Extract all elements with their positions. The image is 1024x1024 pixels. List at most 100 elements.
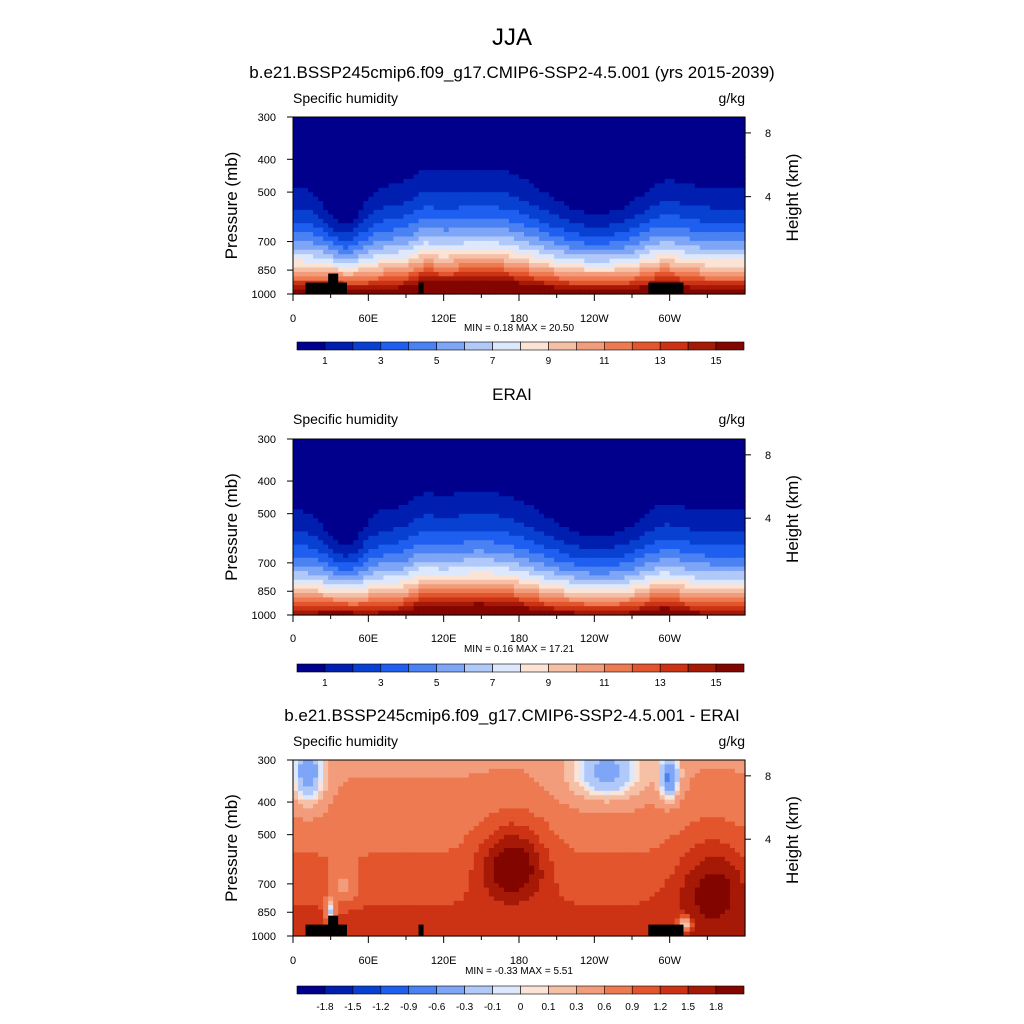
field-cell — [508, 192, 515, 198]
field-cell — [689, 192, 696, 198]
field-cell — [544, 258, 550, 264]
field-cell — [709, 240, 716, 246]
field-cell — [438, 209, 445, 215]
field-cell — [303, 249, 309, 255]
field-cell — [383, 205, 390, 211]
field-cell — [308, 249, 314, 255]
field-cell — [488, 121, 495, 127]
field-cell — [478, 174, 485, 180]
field-cell — [498, 156, 505, 162]
field-cell — [458, 223, 465, 229]
field-cell — [488, 280, 495, 286]
field-cell — [473, 245, 480, 251]
field-cell — [378, 522, 384, 528]
field-cell — [649, 267, 656, 273]
field-cell — [739, 280, 746, 286]
field-cell — [438, 276, 445, 282]
field-cell — [448, 205, 455, 211]
field-cell — [383, 196, 390, 202]
field-cell — [338, 174, 344, 180]
field-cell — [298, 285, 304, 291]
field-cell — [639, 183, 646, 189]
field-cell — [403, 147, 410, 153]
field-cell — [684, 280, 691, 286]
field-cell — [363, 232, 369, 238]
field-cell — [498, 117, 505, 123]
field-cell — [368, 588, 374, 594]
field-cell — [388, 249, 395, 255]
field-cell — [498, 174, 505, 180]
field-cell — [393, 165, 400, 171]
field-cell — [498, 289, 505, 295]
field-cell — [714, 232, 721, 238]
field-cell — [624, 240, 631, 246]
field-cell — [549, 271, 555, 277]
field-cell — [634, 130, 641, 136]
field-cell — [423, 461, 430, 466]
field-cell — [308, 443, 314, 449]
field-cell — [493, 143, 500, 149]
field-cell — [564, 125, 570, 131]
field-cell — [358, 258, 364, 264]
field-cell — [428, 584, 435, 590]
field-cell — [468, 192, 475, 198]
field-cell — [729, 280, 736, 286]
field-cell — [328, 483, 334, 488]
field-cell — [579, 263, 585, 269]
field-cell — [629, 245, 636, 251]
field-cell — [313, 178, 319, 184]
field-cell — [684, 147, 691, 153]
field-cell — [298, 522, 304, 528]
field-cell — [529, 139, 535, 145]
field-cell — [689, 147, 696, 153]
field-cell — [353, 143, 359, 149]
field-cell — [654, 267, 661, 273]
field-cell — [468, 249, 475, 255]
field-cell — [343, 276, 349, 282]
field-cell — [348, 187, 354, 193]
field-cell — [549, 183, 555, 189]
field-cell — [293, 254, 299, 260]
field-cell — [674, 139, 681, 145]
field-cell — [333, 183, 339, 189]
field-cell — [664, 223, 671, 229]
field-cell — [368, 610, 374, 616]
field-cell — [594, 232, 600, 238]
field-cell — [303, 152, 309, 158]
field-cell — [328, 500, 334, 506]
field-cell — [338, 130, 344, 136]
field-cell — [398, 130, 405, 136]
field-cell — [393, 518, 400, 524]
field-cell — [368, 139, 374, 145]
field-cell — [383, 531, 390, 537]
field-cell — [363, 117, 369, 123]
field-cell — [629, 285, 636, 291]
field-cell — [393, 232, 400, 238]
field-cell — [298, 509, 304, 515]
field-cell — [473, 263, 480, 269]
field-cell — [619, 165, 626, 171]
field-cell — [363, 201, 369, 207]
field-cell — [438, 535, 445, 541]
field-cell — [503, 201, 510, 207]
field-cell — [689, 214, 696, 220]
field-cell — [579, 192, 585, 198]
field-cell — [659, 214, 666, 220]
field-cell — [508, 223, 515, 229]
field-cell — [734, 276, 741, 282]
field-cell — [343, 518, 349, 524]
field-cell — [303, 575, 309, 581]
field-cell — [293, 535, 299, 541]
field-cell — [363, 289, 369, 295]
field-cell — [619, 147, 626, 153]
field-cell — [398, 447, 405, 453]
field-cell — [689, 236, 696, 242]
field-cell — [694, 267, 701, 273]
field-cell — [644, 174, 651, 180]
field-cell — [584, 130, 590, 136]
field-cell — [428, 544, 435, 550]
field-cell — [483, 263, 490, 269]
field-cell — [619, 276, 626, 282]
field-cell — [298, 491, 304, 497]
field-cell — [529, 125, 535, 131]
